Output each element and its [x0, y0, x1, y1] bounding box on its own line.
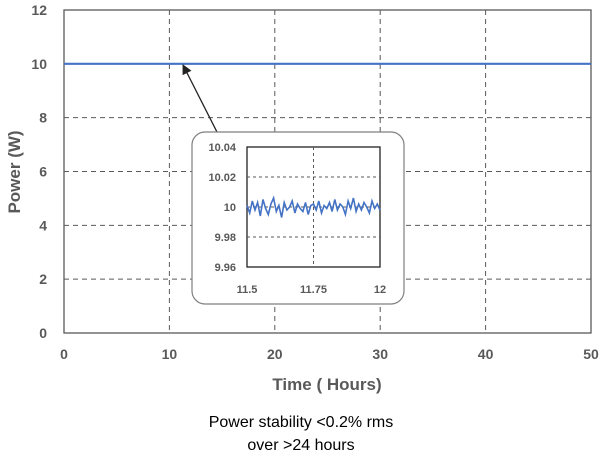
- y-tick-label: 2: [39, 271, 47, 287]
- power-chart: 0 10 20 30 40 50 0 2 4 6 8 10 12 11.5 11.75 12 9.96 9.98…: [5, 2, 599, 394]
- x-tick-label: 50: [583, 346, 599, 362]
- inset-power-line: [246, 195, 381, 218]
- y-tick-label: 0: [39, 325, 47, 341]
- inset-y-tick-label: 10: [224, 202, 236, 214]
- y-axis-title: Power (W): [5, 130, 24, 213]
- y-tick-label: 10: [31, 56, 47, 72]
- inset-x-tick-label: 11.5: [237, 284, 258, 296]
- main-tick-labels: 0 10 20 30 40 50 0 2 4 6 8 10 12: [31, 2, 599, 362]
- inset-y-tick-label: 10.04: [208, 142, 236, 154]
- inset-y-tick-label: 9.96: [215, 262, 236, 274]
- y-tick-label: 4: [39, 217, 47, 233]
- x-tick-label: 0: [60, 346, 68, 362]
- inset-x-tick-label: 12: [374, 284, 386, 296]
- inset-series: [246, 195, 381, 218]
- y-tick-label: 6: [39, 164, 47, 180]
- x-tick-label: 30: [372, 346, 388, 362]
- x-tick-label: 40: [478, 346, 494, 362]
- inset-y-tick-label: 10.02: [208, 172, 236, 184]
- x-axis-title: Time ( Hours): [272, 375, 381, 394]
- inset-tick-labels: 11.5 11.75 12 9.96 9.98 10 10.02 10.04: [208, 142, 386, 296]
- x-tick-label: 20: [267, 346, 283, 362]
- caption-line-2: over >24 hours: [247, 437, 355, 454]
- inset-y-tick-label: 9.98: [215, 232, 236, 244]
- x-tick-label: 10: [162, 346, 178, 362]
- y-tick-label: 12: [31, 2, 47, 18]
- y-tick-label: 8: [39, 110, 47, 126]
- caption-line-1: Power stability <0.2% rms: [208, 414, 394, 431]
- annotation-arrow: [182, 64, 219, 135]
- inset-x-tick-label: 11.75: [300, 284, 327, 296]
